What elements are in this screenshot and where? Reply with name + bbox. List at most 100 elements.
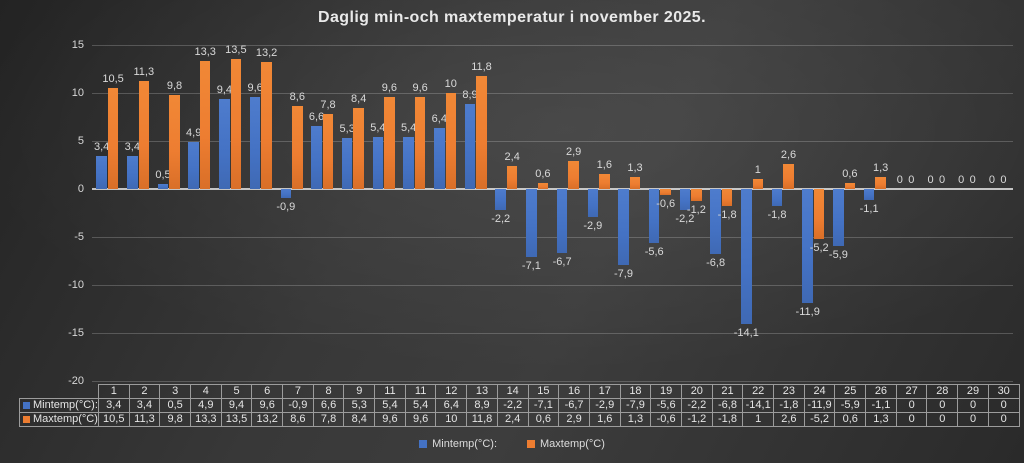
table-day-header-cell: 13 xyxy=(466,384,498,399)
table-day-header-cell: 17 xyxy=(588,384,621,399)
legend-label-maxtemp: Maxtemp(°C) xyxy=(540,438,605,450)
bar-label: 0 xyxy=(969,174,976,186)
gridline xyxy=(92,141,1013,142)
table-value-cell: 0 xyxy=(926,412,959,427)
table-value-cell: 0 xyxy=(957,412,989,427)
table-value-cell: -5,6 xyxy=(650,398,682,413)
bar-maxtemp-day-14 xyxy=(506,165,518,189)
chart-title: Daglig min-och maxtemperatur i november … xyxy=(318,9,706,26)
bar-label: 0 xyxy=(896,174,903,186)
bar-label: 5,4 xyxy=(370,122,386,135)
table-header-row: 1 2 3 4 5 6 7 8 9 11 11 12 13 14 15 16 17 18 19 20 21 22 23 24 2… xyxy=(20,384,1020,399)
bar-label: 9,8 xyxy=(166,79,183,92)
bar-mintemp-day-19 xyxy=(648,189,660,243)
table-value-cell: -1,1 xyxy=(865,398,897,413)
table-value-cell: 9,4 xyxy=(220,398,253,413)
bar-mintemp-day-16 xyxy=(556,189,568,254)
bar-maxtemp-day-17 xyxy=(599,173,610,189)
bar-label: 13,5 xyxy=(225,44,247,57)
bar-maxtemp-day-6 xyxy=(261,62,272,189)
table-value-cell: 1 xyxy=(742,412,775,427)
table-value-cell: 2,4 xyxy=(496,412,529,427)
bar-label: 2,9 xyxy=(565,146,582,159)
bar-label: 0 xyxy=(938,174,946,186)
bar-maxtemp-day-24 xyxy=(813,189,825,239)
bar-label: 8,6 xyxy=(289,91,305,104)
table-value-cell: -7,1 xyxy=(527,398,560,413)
bar-mintemp-day-20 xyxy=(679,189,691,211)
bar-label: -1,2 xyxy=(686,203,706,216)
table-value-cell: 0,6 xyxy=(834,412,867,427)
bar-mintemp-day-8 xyxy=(311,125,322,189)
bar-label: 11,8 xyxy=(471,60,492,73)
table-value-cell: 0,6 xyxy=(527,412,560,427)
bar-maxtemp-day-26 xyxy=(875,176,886,189)
y-tick-label: -10 xyxy=(68,279,84,291)
table-value-cell: 5,4 xyxy=(374,398,406,413)
gridline xyxy=(92,333,1013,334)
table-value-cell: -6,7 xyxy=(558,398,590,413)
table-value-cell: 9,6 xyxy=(404,412,437,427)
bar-label: -2,2 xyxy=(491,213,511,226)
bar-maxtemp-day-21 xyxy=(721,189,733,207)
bar-label: 7,8 xyxy=(320,99,336,112)
table-value-cell: 5,3 xyxy=(343,398,376,413)
table-value-cell: 3,4 xyxy=(128,398,161,413)
table-day-header-cell: 30 xyxy=(987,384,1020,399)
bar-mintemp-day-4 xyxy=(188,141,199,189)
bar-label: 9,6 xyxy=(412,81,428,94)
bar-mintemp-day-9 xyxy=(341,138,353,189)
table-value-cell: 5,4 xyxy=(404,398,437,413)
table-value-cell: 13,2 xyxy=(251,412,284,427)
bar-maxtemp-day-15 xyxy=(537,183,549,189)
table-value-cell: -11,9 xyxy=(803,398,836,413)
table-value-cell: 6,6 xyxy=(312,398,345,413)
bar-label: 0 xyxy=(908,174,915,186)
bar-label: 0,6 xyxy=(535,168,551,181)
table-row: Mintemp(°C): 3,4 3,4 0,5 4,9 9,4 9,6 -0,9 6,6 5,3… xyxy=(19,398,1020,413)
table-value-cell: 3,4 xyxy=(97,398,130,413)
table-day-header-cell: 21 xyxy=(711,384,744,399)
bar-mintemp-day-5 xyxy=(219,98,230,189)
y-tick-label: 15 xyxy=(71,39,84,51)
bar-label: -5,2 xyxy=(809,241,829,254)
table-day-header-cell: 1 xyxy=(97,384,130,399)
bar-mintemp-day-23 xyxy=(771,189,783,207)
table-day-header-cell: 18 xyxy=(619,384,652,399)
bar-maxtemp-day-3 xyxy=(169,94,180,189)
table-value-cell: 6,4 xyxy=(435,398,468,413)
bar-label: 6,4 xyxy=(431,112,447,125)
bar-label: 2,6 xyxy=(780,149,797,162)
bar-mintemp-day-25 xyxy=(833,189,844,246)
table-day-header-cell: 11 xyxy=(404,384,437,399)
bar-maxtemp-day-8 xyxy=(322,114,334,189)
bar-label: -11,9 xyxy=(795,306,820,319)
bar-mintemp-day-12 xyxy=(434,127,445,189)
bar-mintemp-day-11 xyxy=(403,137,414,189)
bar-mintemp-day-11 xyxy=(372,137,384,189)
table-value-cell: -2,2 xyxy=(680,398,713,413)
bar-maxtemp-day-4 xyxy=(199,61,211,189)
bar-label: 13,2 xyxy=(255,47,278,60)
bar-label: 9,4 xyxy=(216,83,233,96)
table-day-header-cell: 5 xyxy=(220,384,253,399)
legend-item-maxtemp: Maxtemp(°C) xyxy=(527,438,605,450)
bar-label: -1,8 xyxy=(767,209,787,222)
table-day-header-cell: 22 xyxy=(742,384,775,399)
bar-maxtemp-day-23 xyxy=(783,164,794,189)
bar-maxtemp-day-16 xyxy=(568,161,579,189)
table-day-header-cell: 15 xyxy=(527,384,560,399)
bar-label: 3,4 xyxy=(124,141,140,154)
table-day-header-cell: 8 xyxy=(312,384,345,399)
bar-label: -2,2 xyxy=(675,213,695,226)
bar-label: -14,1 xyxy=(733,327,759,340)
table-day-header-cell: 14 xyxy=(496,384,529,399)
bar-label: -0,9 xyxy=(276,200,296,213)
table-value-cell: 1,3 xyxy=(865,412,897,427)
bar-label: 3,4 xyxy=(93,141,110,154)
bar-label: 1 xyxy=(754,164,761,177)
table-value-cell: 1,6 xyxy=(588,412,621,427)
bar-maxtemp-day-19 xyxy=(660,189,671,195)
bar-label: 0,6 xyxy=(842,168,858,181)
bar-mintemp-day-18 xyxy=(618,189,629,265)
